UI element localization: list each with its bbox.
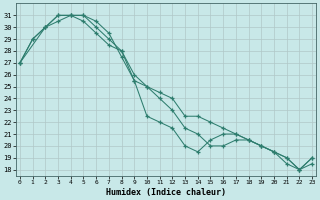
X-axis label: Humidex (Indice chaleur): Humidex (Indice chaleur) — [106, 188, 226, 197]
